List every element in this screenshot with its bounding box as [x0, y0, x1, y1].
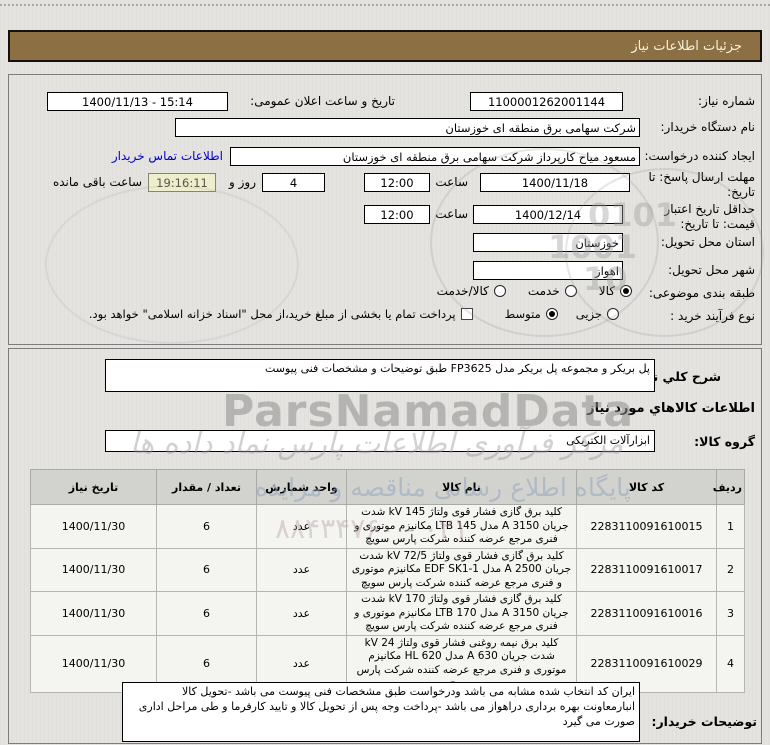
radio-goods-service-label: کالا/خدمت — [436, 284, 489, 298]
cell-need-date: 1400/11/30 — [30, 591, 157, 636]
announce-datetime-label: تاریخ و ساعت اعلان عمومی: — [250, 94, 395, 108]
classification-option-service: خدمت — [528, 284, 577, 298]
goods-group-label: گروه کالا: — [694, 434, 755, 449]
cell-need-date: 1400/11/30 — [30, 634, 157, 693]
col-header-need-date: تاریخ نیاز — [30, 469, 157, 505]
col-header-quantity: تعداد / مقدار — [156, 469, 257, 505]
classification-option-goods-service: کالا/خدمت — [437, 284, 506, 298]
remaining-days-field: 4 — [262, 173, 325, 192]
cell-need-date: 1400/11/30 — [30, 547, 157, 592]
cell-goods-name: کلید برق گازی فشار قوی ولتاژ 145 kV شدت … — [346, 504, 577, 549]
goods-table-header-row: ردیف کد کالا نام کالا واحد شمارش تعداد /… — [30, 469, 745, 505]
need-info-panel: شماره نیاز: 1100001262001144 تاریخ و ساع… — [8, 74, 762, 345]
buyer-contact-link[interactable]: اطلاعات تماس خریدار — [111, 149, 223, 163]
request-creator-field[interactable]: مسعود میاح کارپرداز شرکت سهامی برق منطقه… — [230, 147, 640, 166]
need-number-label: شماره نیاز: — [698, 94, 755, 108]
goods-table-wrapper: ردیف کد کالا نام کالا واحد شمارش تعداد /… — [30, 469, 745, 693]
treasury-checkbox-label: پرداخت تمام یا بخشی از مبلغ خرید،از محل … — [88, 307, 456, 321]
cell-goods-name: کلید برق گازی فشار قوی ولتاژ 170 kV شدت … — [346, 591, 577, 636]
classification-label: طبقه بندی موضوعی: — [648, 286, 755, 300]
reply-deadline-date-field[interactable]: 1400/11/18 — [480, 173, 630, 192]
radio-medium-label: متوسط — [504, 307, 541, 321]
radio-goods-icon[interactable] — [620, 285, 632, 297]
process-type-label: نوع فرآیند خرید : — [670, 309, 755, 323]
table-row: 2 2283110091610017 کلید برق گازی فشار قو… — [30, 547, 745, 592]
table-row: 3 2283110091610016 کلید برق گازی فشار قو… — [30, 591, 745, 636]
classification-radio-group: کالا خدمت کالا/خدمت — [437, 284, 632, 298]
treasury-checkbox[interactable] — [460, 308, 473, 320]
price-validity-label: حداقل تاریخ اعتبار قیمت: تا تاریخ: — [664, 202, 755, 231]
cell-unit: عدد — [256, 591, 347, 636]
delivery-city-field[interactable]: اهواز — [473, 261, 623, 280]
buyer-org-label: نام دستگاه خریدار: — [660, 120, 756, 134]
cell-unit: عدد — [256, 547, 347, 592]
process-type-group: جزیی متوسط پرداخت تمام یا بخشی از مبلغ خ… — [89, 307, 619, 321]
treasury-payment-option: پرداخت تمام یا بخشی از مبلغ خرید،از محل … — [89, 307, 473, 321]
page-title: جزئیات اطلاعات نیاز — [631, 38, 742, 54]
radio-service-icon[interactable] — [564, 285, 577, 297]
cell-goods-code: 2283110091610015 — [576, 504, 717, 549]
cell-unit: عدد — [256, 504, 347, 549]
top-dotted-divider — [0, 4, 770, 6]
delivery-province-label: استان محل تحویل: — [660, 235, 755, 249]
countdown-timer: 19:16:11 — [148, 173, 216, 192]
days-and-label: روز و — [229, 175, 256, 189]
need-number-field[interactable]: 1100001262001144 — [470, 92, 623, 111]
cell-quantity: 6 — [156, 504, 257, 549]
delivery-province-field[interactable]: خوزستان — [473, 233, 623, 252]
buyer-org-field[interactable]: شرکت سهامی برق منطقه ای خوزستان — [175, 118, 640, 137]
cell-quantity: 6 — [156, 547, 257, 592]
radio-goods-service-icon[interactable] — [493, 285, 506, 297]
cell-row-number: 2 — [716, 547, 745, 592]
reply-deadline-label: مهلت ارسال پاسخ: تا تاریخ: — [648, 170, 755, 199]
process-option-minor: جزیی — [576, 307, 619, 321]
general-desc-field[interactable]: پل بریکر و مجموعه پل بریکر مدل FP3625 طب… — [105, 359, 655, 392]
table-row: 1 2283110091610015 کلید برق گازی فشار قو… — [30, 504, 745, 549]
delivery-city-label: شهر محل تحویل: — [668, 263, 755, 277]
cell-goods-code: 2283110091610017 — [576, 547, 717, 592]
radio-minor-icon[interactable] — [607, 308, 619, 320]
goods-info-panel: شرح کلي نیاز: پل بریکر و مجموعه پل بریکر… — [8, 348, 762, 744]
radio-service-label: خدمت — [527, 284, 560, 298]
cell-row-number: 1 — [716, 504, 745, 549]
cell-need-date: 1400/11/30 — [30, 504, 157, 549]
price-validity-date-field[interactable]: 1400/12/14 — [473, 205, 623, 224]
col-header-goods-code: کد کالا — [576, 469, 717, 505]
cell-quantity: 6 — [156, 591, 257, 636]
col-header-row-number: ردیف — [713, 469, 745, 505]
hours-remaining-label: ساعت باقی مانده — [52, 175, 142, 189]
radio-medium-icon[interactable] — [545, 308, 558, 320]
section-title-bar: جزئیات اطلاعات نیاز — [8, 30, 762, 62]
cell-row-number: 3 — [716, 591, 745, 636]
goods-table: ردیف کد کالا نام کالا واحد شمارش تعداد /… — [30, 469, 745, 693]
radio-minor-label: جزیی — [575, 307, 602, 321]
classification-option-goods: کالا — [599, 284, 632, 298]
col-header-unit: واحد شمارش — [256, 469, 347, 505]
price-validity-hour-label: ساعت — [435, 207, 468, 221]
col-header-goods-name: نام کالا — [346, 469, 577, 505]
goods-group-field[interactable]: ابزارآلات الکتریکی — [105, 430, 655, 452]
reply-deadline-hour-label: ساعت — [435, 175, 468, 189]
cell-row-number: 4 — [716, 634, 745, 693]
reply-deadline-hour-field[interactable]: 12:00 — [364, 173, 430, 192]
announce-datetime-field[interactable]: 1400/11/13 - 15:14 — [47, 92, 228, 111]
cell-goods-name: کلید برق گازی فشار قوی ولتاژ 72/5 kV شدت… — [346, 547, 577, 592]
buyer-notes-field[interactable]: ایران کد انتخاب شده مشابه می باشد ودرخوا… — [122, 682, 640, 742]
process-option-medium: متوسط — [505, 307, 558, 321]
cell-goods-code: 2283110091610016 — [576, 591, 717, 636]
request-creator-label: ایجاد کننده درخواست: — [644, 149, 755, 163]
goods-section-heading: اطلاعات کالاهاي مورد نیاز — [587, 401, 755, 416]
radio-goods-label: کالا — [598, 284, 615, 298]
buyer-notes-label: توضیحات خریدار: — [651, 714, 757, 729]
price-validity-hour-field[interactable]: 12:00 — [364, 205, 430, 224]
